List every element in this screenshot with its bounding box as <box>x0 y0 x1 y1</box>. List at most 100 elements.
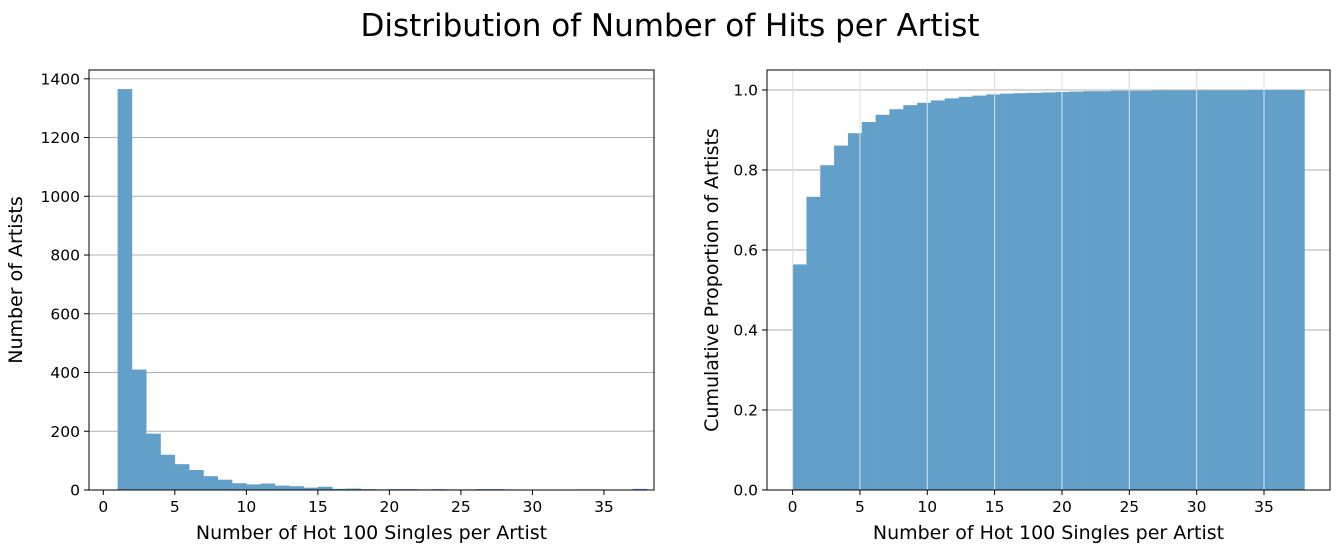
right-bar-34 <box>1262 90 1278 490</box>
right-bar-6 <box>875 114 890 491</box>
right-overlay-gridlines <box>792 70 1265 490</box>
right-xtick-label-6: 30 <box>1187 498 1207 516</box>
right-bar-1 <box>806 196 821 491</box>
right-bar-7 <box>889 109 904 490</box>
right-x-axis-label: Number of Hot 100 Singles per Artist <box>873 522 1224 544</box>
right-ytick-label-3: 0.6 <box>733 242 758 260</box>
right-xtick-label-3: 15 <box>985 498 1005 516</box>
right-bar-31 <box>1221 90 1236 491</box>
right-bar-28 <box>1179 90 1195 491</box>
right-ytick-label-5: 1.0 <box>733 82 758 100</box>
right-ytick-label-4: 0.8 <box>733 162 758 180</box>
left-bars <box>117 89 648 490</box>
left-bar-12 <box>289 486 304 490</box>
right-xtick-label-0: 0 <box>788 498 798 516</box>
right-xtick-label-1: 5 <box>855 498 865 516</box>
left-ytick-label-5: 1000 <box>41 188 80 206</box>
right-bar-10 <box>930 100 946 491</box>
right-plot-frame <box>766 69 1331 491</box>
right-bar-21 <box>1083 91 1098 490</box>
right-bar-5 <box>861 122 876 490</box>
right-bar-29 <box>1193 90 1208 491</box>
right-y-ticks: 0.0 0.2 0.4 0.6 0.8 1.0 <box>733 82 767 500</box>
left-bar-36 <box>632 488 648 490</box>
left-bar-9 <box>246 484 261 490</box>
left-bar-3 <box>160 454 176 490</box>
right-bar-24 <box>1124 90 1139 491</box>
left-ytick-label-0: 0 <box>70 482 80 500</box>
right-bar-13 <box>972 95 987 490</box>
left-ytick-label-7: 1400 <box>41 70 80 88</box>
right-bar-18 <box>1041 92 1056 491</box>
right-bar-27 <box>1166 90 1181 491</box>
left-bar-2 <box>146 433 161 490</box>
right-bar-35 <box>1276 90 1291 490</box>
right-bar-0 <box>792 264 807 490</box>
right-bar-33 <box>1249 90 1264 490</box>
right-bar-9 <box>917 102 932 491</box>
left-ytick-label-6: 1200 <box>41 129 80 147</box>
right-bar-8 <box>903 105 918 490</box>
right-bar-19 <box>1055 92 1070 490</box>
figure-title: Distribution of Number of Hits per Artis… <box>360 8 979 44</box>
left-ytick-label-4: 800 <box>50 247 80 265</box>
right-ytick-label-2: 0.4 <box>733 322 758 340</box>
left-bar-1 <box>131 369 147 490</box>
left-xtick-label-0: 0 <box>98 498 108 516</box>
left-y-axis-label: Number of Artists <box>5 196 27 364</box>
left-bar-15 <box>332 488 347 490</box>
left-y-ticks: 0 200 400 600 800 1000 1200 1400 <box>41 70 89 500</box>
left-bar-6 <box>203 476 219 490</box>
right-ytick-label-1: 0.2 <box>733 402 758 420</box>
right-bar-25 <box>1138 90 1153 491</box>
left-xtick-label-3: 15 <box>308 498 328 516</box>
right-bar-11 <box>944 98 959 491</box>
right-bar-30 <box>1207 90 1222 491</box>
left-ytick-label-1: 200 <box>50 423 80 441</box>
left-xtick-label-4: 20 <box>380 498 400 516</box>
right-ytick-label-0: 0.0 <box>733 482 758 500</box>
left-bar-7 <box>217 479 233 490</box>
right-bar-12 <box>958 96 973 491</box>
left-gridlines <box>89 78 654 491</box>
left-bar-16 <box>346 488 362 490</box>
right-bar-3 <box>834 145 849 490</box>
right-bar-2 <box>820 165 835 490</box>
left-ytick-label-3: 600 <box>50 305 80 323</box>
left-bar-4 <box>174 464 190 490</box>
right-bar-16 <box>1013 93 1029 490</box>
right-x-ticks: 0 5 10 15 20 25 30 35 <box>788 490 1274 516</box>
cumulative-panel: 0 5 10 15 20 25 30 35 0.0 0.2 0.4 0.6 0.8 1.0 Number… <box>701 69 1331 544</box>
right-y-axis-label: Cumulative Proportion of Artists <box>701 128 723 432</box>
left-x-axis-label: Number of Hot 100 Singles per Artist <box>196 522 547 544</box>
left-plot-frame <box>88 69 655 491</box>
left-bar-8 <box>232 483 247 490</box>
right-bar-14 <box>986 94 1001 491</box>
left-bar-13 <box>303 487 319 490</box>
right-xtick-label-4: 20 <box>1052 498 1072 516</box>
left-bar-14 <box>317 486 333 490</box>
left-ytick-label-2: 400 <box>50 364 80 382</box>
histogram-panel: 0 5 10 15 20 25 30 35 0 200 400 600 800 1000 1200 1400… <box>5 69 655 544</box>
right-bar-4 <box>847 133 863 490</box>
right-bars <box>792 90 1305 491</box>
right-bar-23 <box>1110 90 1125 491</box>
right-bar-32 <box>1235 90 1250 491</box>
right-bar-26 <box>1152 90 1167 491</box>
left-x-ticks: 0 5 10 15 20 25 30 35 <box>98 490 614 516</box>
left-xtick-label-7: 35 <box>594 498 614 516</box>
right-bar-15 <box>1000 93 1015 490</box>
right-bar-36 <box>1290 90 1305 490</box>
left-xtick-label-5: 25 <box>451 498 471 516</box>
right-xtick-label-5: 25 <box>1119 498 1139 516</box>
left-bar-0 <box>117 89 133 490</box>
right-xtick-label-7: 35 <box>1254 498 1274 516</box>
left-bar-10 <box>260 483 276 490</box>
right-bar-17 <box>1027 92 1042 491</box>
left-bar-11 <box>274 485 290 490</box>
left-xtick-label-6: 30 <box>523 498 543 516</box>
left-xtick-label-1: 5 <box>170 498 180 516</box>
right-bar-22 <box>1096 91 1112 490</box>
right-xtick-label-2: 10 <box>917 498 937 516</box>
